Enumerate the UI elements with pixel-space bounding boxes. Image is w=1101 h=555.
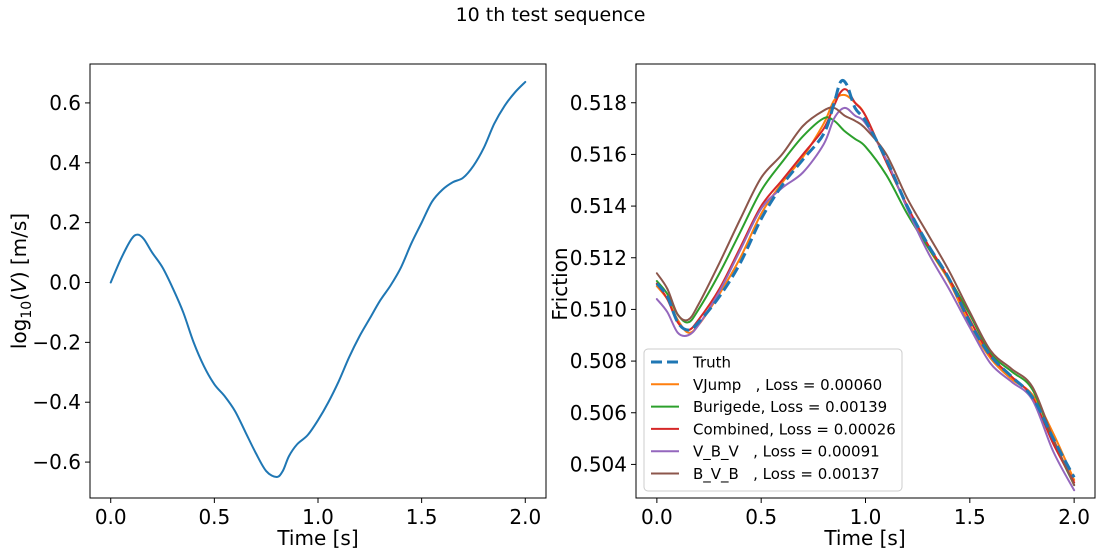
velocity-axes: 0.0 0.5 1.0 1.5 2.0−0.6−0.4−0.20.00.20.40.6 … [7,63,547,550]
legend-box [643,348,903,492]
friction-series-line-truth [655,78,1076,479]
velocity-y-tick-label: 0.0 [49,270,81,294]
friction-y-tick-label: 0.510 [570,297,627,321]
legend-entry-label: Combined, Loss = 0.00026 [693,420,896,438]
velocity-y-axis-label: log10(V) [m/s] [7,213,35,349]
friction-y-axis-label: Friction [548,247,572,320]
friction-y-tick-label: 0.514 [570,194,627,218]
velocity-y-tick-label: 0.6 [49,91,81,115]
legend-entry-label: VJump , Loss = 0.00060 [693,376,882,394]
friction-x-tick-label: 1.5 [954,505,986,529]
friction-x-tick-label: 0.5 [745,505,777,529]
velocity-x-axis-label: Time [s] [276,526,358,550]
legend-entry-label: Burigede, Loss = 0.00139 [693,398,887,416]
velocity-y-tick-label: −0.6 [32,450,81,474]
friction-series-line-v-b-v [655,106,1076,492]
friction-x-tick-label: 1.0 [850,505,882,529]
friction-y-tick-label: 0.512 [570,246,627,270]
velocity-y-tick-label: 0.4 [49,151,81,175]
friction-series-line-b-v-b [655,106,1076,487]
velocity-x-tick-label: 2.0 [509,505,541,529]
friction-legend: Truth VJump , Loss = 0.00060 Burigede, Los… [643,348,903,492]
friction-x-axis-label: Time [s] [823,526,905,550]
legend-entry-label: Truth [692,354,731,372]
friction-axes-series [655,78,1076,492]
velocity-x-tick-label: 1.5 [406,505,438,529]
friction-series-line-burigede [655,116,1076,487]
velocity-x-tick-label: 0.0 [95,505,127,529]
legend-entry-label: B_V_B , Loss = 0.00137 [693,465,880,484]
velocity-x-tick-label: 0.5 [198,505,230,529]
friction-y-tick-label: 0.506 [570,401,627,425]
friction-x-tick-label: 0.0 [641,505,673,529]
velocity-axes-frame [89,63,547,499]
velocity-y-tick-label: −0.4 [32,390,81,414]
friction-x-tick-label: 2.0 [1058,505,1090,529]
friction-axes-ticks: 0.0 0.5 1.0 1.5 2.0 0.504 0.506 0.508 0.510 0.512… [570,91,1090,529]
legend-entry-label: V_B_V , Loss = 0.00091 [693,443,880,462]
friction-axes: 0.0 0.5 1.0 1.5 2.0 0.504 0.506 0.508 0.510 0.512… [548,63,1096,550]
figure-title: 10 th test sequence [455,4,646,26]
friction-series-line-combined [655,88,1076,484]
friction-y-tick-label: 0.516 [570,142,627,166]
friction-y-tick-label: 0.518 [570,91,627,115]
velocity-x-tick-label: 1.0 [302,505,334,529]
velocity-series-line-series [109,80,527,479]
velocity-axes-ticks: 0.0 0.5 1.0 1.5 2.0 −0.6 −0.4 −0.2 0.0 0.2 0.4 0.6 [32,91,541,529]
velocity-axes-series [109,80,527,479]
velocity-y-tick-label: 0.2 [49,211,81,235]
velocity-y-tick-label: −0.2 [32,330,81,354]
friction-y-tick-label: 0.508 [570,349,627,373]
friction-y-tick-label: 0.504 [570,452,627,476]
